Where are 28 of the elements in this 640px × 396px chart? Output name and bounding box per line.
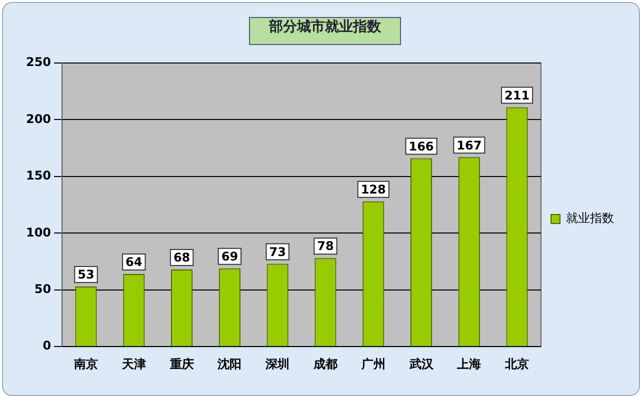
x-tick-label: 北京 — [504, 356, 530, 371]
chart-title: 部分城市就业指数 — [249, 17, 401, 45]
data-label: 78 — [317, 239, 334, 254]
x-tick-label: 天津 — [120, 356, 146, 371]
y-tick-label: 0 — [42, 338, 52, 353]
x-tick-label: 广州 — [360, 356, 386, 371]
y-tick-label: 50 — [34, 282, 52, 296]
data-label: 68 — [173, 250, 190, 265]
data-label: 167 — [456, 138, 482, 152]
x-tick-label: 武汉 — [408, 356, 434, 371]
data-label: 128 — [360, 182, 386, 197]
legend-label: 就业指数 — [566, 211, 614, 226]
y-tick-label: 250 — [26, 55, 52, 70]
data-label: 69 — [221, 249, 238, 264]
x-tick-label: 成都 — [312, 356, 338, 371]
x-tick-label: 南京 — [72, 356, 98, 371]
data-label: 53 — [78, 268, 94, 282]
x-tick-label: 沈阳 — [216, 356, 242, 371]
data-label: 211 — [504, 88, 530, 102]
x-tick-label: 重庆 — [168, 356, 194, 371]
data-label: 73 — [269, 244, 286, 259]
y-tick-label: 100 — [26, 225, 52, 240]
data-label: 166 — [408, 139, 434, 154]
x-tick-label: 上海 — [456, 356, 482, 371]
y-tick-label: 200 — [26, 112, 52, 126]
y-tick-label: 150 — [26, 168, 52, 183]
x-tick-label: 深圳 — [264, 356, 290, 371]
data-label: 64 — [126, 255, 142, 270]
